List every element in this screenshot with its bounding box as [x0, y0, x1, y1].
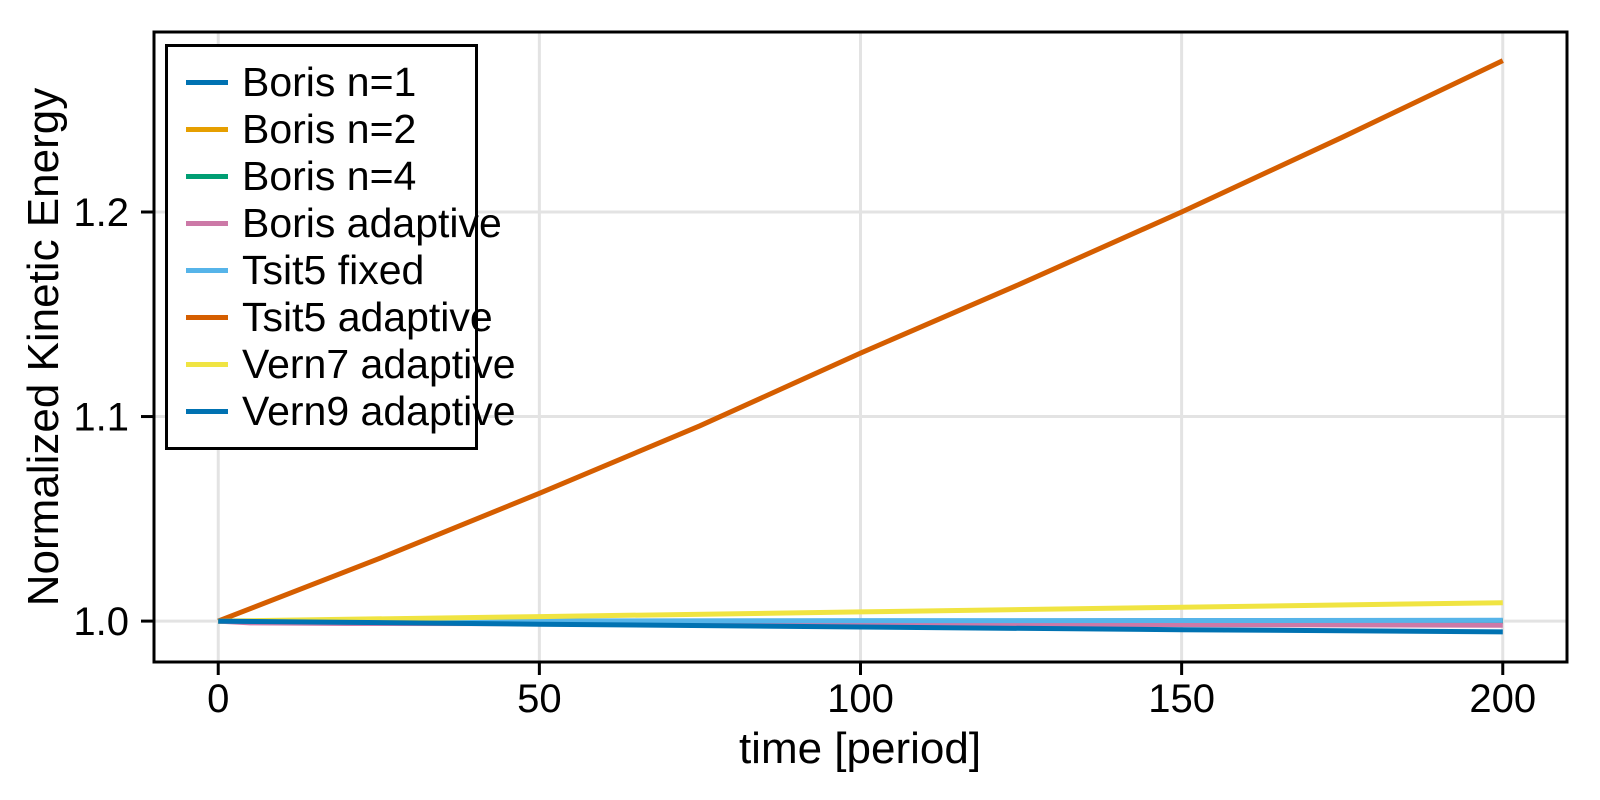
x-tick-label: 100 — [827, 677, 894, 721]
series-line-vern7-adaptive — [218, 600, 1503, 624]
y-tick-label: 1.2 — [73, 191, 129, 235]
legend-line-sample — [186, 174, 228, 179]
x-tick-label: 200 — [1469, 677, 1536, 721]
legend-label: Boris n=2 — [242, 106, 417, 152]
legend-line-sample — [186, 362, 228, 367]
series-line-tsit5-adaptive — [217, 58, 1504, 624]
y-tick-label: 1.0 — [73, 600, 129, 644]
y-axis-label: Normalized Kinetic Energy — [19, 88, 68, 606]
legend-item: Vern7 adaptive — [186, 341, 516, 388]
legend: Boris n=1 Boris n=2 Boris n=4 Boris adaptiv… — [165, 44, 516, 450]
legend-line-sample — [186, 127, 228, 132]
legend-item: Vern9 adaptive — [186, 388, 516, 435]
legend-line-sample — [186, 80, 228, 85]
legend-line-sample — [186, 315, 228, 320]
tick-labels: 0 50 100 150 200 1.0 1.1 1.2 — [73, 191, 1536, 721]
y-tick-label: 1.1 — [73, 396, 129, 440]
legend-line-sample — [186, 268, 228, 273]
legend-item: Boris n=4 — [186, 153, 465, 200]
legend-line-sample — [186, 221, 228, 226]
legend-item: Tsit5 adaptive — [186, 294, 493, 341]
x-axis-label: time [period] — [739, 724, 981, 773]
x-tick-label: 150 — [1148, 677, 1215, 721]
legend-label: Vern9 adaptive — [242, 388, 516, 434]
legend-label: Boris n=1 — [242, 59, 417, 105]
x-tick-label: 0 — [207, 677, 229, 721]
legend-item: Boris adaptive — [186, 200, 502, 247]
legend-label: Vern7 adaptive — [242, 341, 516, 387]
series-line-vern9-adaptive — [218, 618, 1503, 635]
legend-item: Boris n=2 — [186, 106, 465, 153]
legend-line-sample — [186, 409, 228, 414]
legend-item: Tsit5 fixed — [186, 247, 465, 294]
legend-label: Tsit5 adaptive — [242, 294, 493, 340]
series-lines — [217, 58, 1504, 635]
legend-label: Tsit5 fixed — [242, 247, 425, 293]
legend-label: Boris adaptive — [242, 200, 502, 246]
legend-item: Boris n=1 — [186, 59, 465, 106]
x-tick-label: 50 — [517, 677, 562, 721]
axes — [141, 30, 1569, 675]
legend-label: Boris n=4 — [242, 153, 417, 199]
